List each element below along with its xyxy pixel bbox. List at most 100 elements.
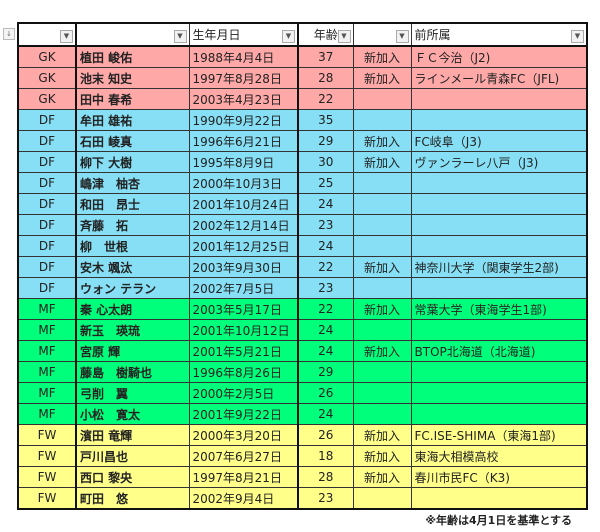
status-cell[interactable]: 新加入	[352, 151, 412, 173]
previous-club-cell[interactable]: FC岐阜（J3)	[410, 130, 588, 152]
age-cell[interactable]: 24	[297, 340, 354, 362]
header-position[interactable]: ▼	[17, 22, 77, 47]
birthdate-cell[interactable]: 2001年10月24日	[188, 193, 299, 215]
age-cell[interactable]: 24	[297, 403, 354, 425]
age-cell[interactable]: 26	[297, 382, 354, 404]
name-cell[interactable]: 新玉 瑛琉	[75, 319, 190, 341]
position-cell[interactable]: DF	[17, 235, 77, 257]
previous-club-cell[interactable]	[410, 193, 588, 215]
previous-club-cell[interactable]	[410, 403, 588, 425]
previous-club-cell[interactable]: ラインメール青森FC（JFL)	[410, 67, 588, 89]
name-cell[interactable]: 安木 颯汰	[75, 256, 190, 278]
age-cell[interactable]: 22	[297, 298, 354, 320]
status-cell[interactable]	[352, 235, 412, 257]
name-cell[interactable]: 和田 昂士	[75, 193, 190, 215]
name-cell[interactable]: ウォン テラン	[75, 277, 190, 299]
name-cell[interactable]: 田中 春希	[75, 88, 190, 110]
previous-club-cell[interactable]	[410, 277, 588, 299]
age-cell[interactable]: 23	[297, 487, 354, 510]
position-cell[interactable]: MF	[17, 340, 77, 362]
age-cell[interactable]: 24	[297, 319, 354, 341]
sort-indicator-icon[interactable]: ↓	[3, 28, 15, 40]
birthdate-cell[interactable]: 2000年3月20日	[188, 424, 299, 446]
birthdate-cell[interactable]: 2000年10月3日	[188, 172, 299, 194]
name-cell[interactable]: 藤島 樹騎也	[75, 361, 190, 383]
position-cell[interactable]: DF	[17, 277, 77, 299]
birthdate-cell[interactable]: 2000年2月5日	[188, 382, 299, 404]
position-cell[interactable]: FW	[17, 487, 77, 510]
name-cell[interactable]: 弓削 翼	[75, 382, 190, 404]
age-cell[interactable]: 30	[297, 151, 354, 173]
name-cell[interactable]: 柳 世根	[75, 235, 190, 257]
name-cell[interactable]: 嶋津 柚杏	[75, 172, 190, 194]
name-cell[interactable]: 秦 心太朗	[75, 298, 190, 320]
chevron-down-icon[interactable]: ▼	[60, 30, 73, 43]
status-cell[interactable]: 新加入	[352, 130, 412, 152]
birthdate-cell[interactable]: 2001年10月12日	[188, 319, 299, 341]
birthdate-cell[interactable]: 2007年6月27日	[188, 445, 299, 467]
birthdate-cell[interactable]: 1996年6月21日	[188, 130, 299, 152]
name-cell[interactable]: 牟田 雄祐	[75, 109, 190, 131]
previous-club-cell[interactable]	[410, 487, 588, 510]
birthdate-cell[interactable]: 2001年9月22日	[188, 403, 299, 425]
name-cell[interactable]: 柳下 大樹	[75, 151, 190, 173]
age-cell[interactable]: 35	[297, 109, 354, 131]
previous-club-cell[interactable]	[410, 319, 588, 341]
previous-club-cell[interactable]: ヴァンラーレ八戸（J3)	[410, 151, 588, 173]
name-cell[interactable]: 植田 峻佑	[75, 45, 190, 68]
position-cell[interactable]: DF	[17, 172, 77, 194]
status-cell[interactable]	[352, 382, 412, 404]
status-cell[interactable]: 新加入	[352, 256, 412, 278]
position-cell[interactable]: DF	[17, 130, 77, 152]
birthdate-cell[interactable]: 2002年7月5日	[188, 277, 299, 299]
previous-club-cell[interactable]	[410, 235, 588, 257]
position-cell[interactable]: DF	[17, 214, 77, 236]
position-cell[interactable]: GK	[17, 67, 77, 89]
chevron-down-icon[interactable]: ▼	[395, 30, 409, 43]
status-cell[interactable]	[352, 109, 412, 131]
status-cell[interactable]: 新加入	[352, 445, 412, 467]
header-name[interactable]: ▼	[75, 22, 190, 47]
status-cell[interactable]	[352, 88, 412, 110]
position-cell[interactable]: GK	[17, 45, 77, 68]
birthdate-cell[interactable]: 1988年4月4日	[188, 45, 299, 68]
header-status[interactable]: ▼	[352, 22, 412, 47]
name-cell[interactable]: 小松 寛太	[75, 403, 190, 425]
age-cell[interactable]: 22	[297, 256, 354, 278]
age-cell[interactable]: 24	[297, 235, 354, 257]
name-cell[interactable]: 斉藤 拓	[75, 214, 190, 236]
chevron-down-icon[interactable]: ▼	[337, 30, 351, 43]
age-cell[interactable]: 28	[297, 67, 354, 89]
birthdate-cell[interactable]: 1997年8月28日	[188, 67, 299, 89]
status-cell[interactable]	[352, 172, 412, 194]
status-cell[interactable]: 新加入	[352, 340, 412, 362]
age-cell[interactable]: 22	[297, 88, 354, 110]
position-cell[interactable]: MF	[17, 298, 77, 320]
age-cell[interactable]: 23	[297, 214, 354, 236]
header-age[interactable]: 年齢 ▼	[297, 22, 354, 47]
position-cell[interactable]: MF	[17, 403, 77, 425]
age-cell[interactable]: 29	[297, 130, 354, 152]
status-cell[interactable]	[352, 193, 412, 215]
status-cell[interactable]: 新加入	[352, 45, 412, 68]
previous-club-cell[interactable]	[410, 382, 588, 404]
age-cell[interactable]: 28	[297, 466, 354, 488]
previous-club-cell[interactable]: 東海大相模高校	[410, 445, 588, 467]
name-cell[interactable]: 石田 崚真	[75, 130, 190, 152]
position-cell[interactable]: DF	[17, 109, 77, 131]
name-cell[interactable]: 濱田 竜輝	[75, 424, 190, 446]
position-cell[interactable]: DF	[17, 151, 77, 173]
previous-club-cell[interactable]: BTOP北海道（北海道)	[410, 340, 588, 362]
previous-club-cell[interactable]	[410, 109, 588, 131]
name-cell[interactable]: 戸川昌也	[75, 445, 190, 467]
position-cell[interactable]: DF	[17, 256, 77, 278]
name-cell[interactable]: 池末 知史	[75, 67, 190, 89]
status-cell[interactable]: 新加入	[352, 67, 412, 89]
status-cell[interactable]	[352, 487, 412, 510]
previous-club-cell[interactable]: 常葉大学（東海学生1部)	[410, 298, 588, 320]
birthdate-cell[interactable]: 2003年4月23日	[188, 88, 299, 110]
header-previous-club[interactable]: 前所属 ▼	[410, 22, 588, 47]
position-cell[interactable]: GK	[17, 88, 77, 110]
birthdate-cell[interactable]: 1996年8月26日	[188, 361, 299, 383]
chevron-down-icon[interactable]: ▼	[173, 30, 187, 43]
